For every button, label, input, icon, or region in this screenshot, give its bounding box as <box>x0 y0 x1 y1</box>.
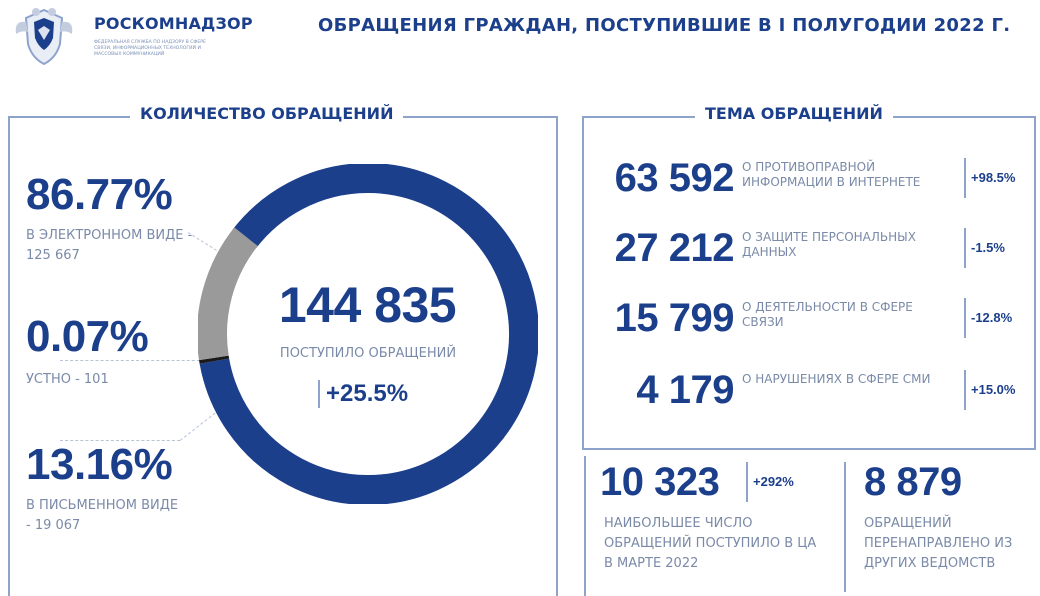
topic-change: +15.0% <box>964 370 1015 410</box>
topic-change: -1.5% <box>964 228 1005 268</box>
topic-desc: О ПРОТИВОПРАВНОЙ ИНФОРМАЦИИ В ИНТЕРНЕТЕ <box>742 160 921 189</box>
topic-change: -12.8% <box>964 298 1012 338</box>
total-appeals-value: 144 835 <box>278 277 457 333</box>
march-desc: НАИБОЛЬШЕЕ ЧИСЛО ОБРАЩЕНИЙ ПОСТУПИЛО В Ц… <box>604 516 817 571</box>
leader-line-oral <box>60 360 210 361</box>
topic-value: 15 799 <box>614 296 735 340</box>
roskomnadzor-emblem-icon <box>15 8 73 66</box>
total-growth-value: +25.5% <box>318 380 408 408</box>
redirected-value: 8 879 <box>864 460 962 504</box>
total-appeals-label: ПОСТУПИЛО ОБРАЩЕНИЙ <box>279 346 457 361</box>
topic-desc: О НАРУШЕНИЯХ В СФЕРЕ СМИ <box>742 372 931 386</box>
topic-value: 4 179 <box>636 368 734 412</box>
appeals-donut-chart <box>198 164 538 504</box>
electronic-percent: 86.77% <box>26 170 173 219</box>
bottom-divider-right <box>844 462 846 592</box>
topic-value: 63 592 <box>614 156 735 200</box>
donut-segment-electronic <box>199 164 538 504</box>
topic-change: +98.5% <box>964 158 1015 198</box>
leader-line-written <box>60 440 180 441</box>
redirected-desc: ОБРАЩЕНИЙ ПЕРЕНАПРАВЛЕНО ИЗ ДРУГИХ ВЕДОМ… <box>864 516 1013 571</box>
donut-segment-oral <box>199 355 230 364</box>
page-title: ОБРАЩЕНИЯ ГРАЖДАН, ПОСТУПИВШИЕ В I ПОЛУГ… <box>318 15 1011 36</box>
org-subtitle: ФЕДЕРАЛЬНАЯ СЛУЖБА ПО НАДЗОРУ В СФЕРЕ СВ… <box>94 40 206 57</box>
electronic-desc: В ЭЛЕКТРОННОМ ВИДЕ - 125 667 <box>26 228 193 263</box>
written-percent: 13.16% <box>26 440 173 489</box>
march-change: +292% <box>746 462 794 502</box>
topics-label: ТЕМА ОБРАЩЕНИЙ <box>695 104 893 123</box>
oral-desc: УСТНО - 101 <box>26 372 109 387</box>
march-appeals-value: 10 323 <box>600 460 720 504</box>
topic-desc: О ДЕЯТЕЛЬНОСТИ В СФЕРЕ СВЯЗИ <box>742 300 913 329</box>
topic-value: 27 212 <box>614 226 735 270</box>
oral-percent: 0.07% <box>26 312 149 361</box>
topic-desc: О ЗАЩИТЕ ПЕРСОНАЛЬНЫХ ДАННЫХ <box>742 230 916 259</box>
org-name: РОСКОМНАДЗОР <box>94 14 253 33</box>
bottom-divider-left <box>584 456 586 596</box>
donut-segment-written <box>198 227 259 361</box>
appeals-count-label: КОЛИЧЕСТВО ОБРАЩЕНИЙ <box>130 104 404 123</box>
written-desc: В ПИСЬМЕННОМ ВИДЕ - 19 067 <box>26 498 179 533</box>
